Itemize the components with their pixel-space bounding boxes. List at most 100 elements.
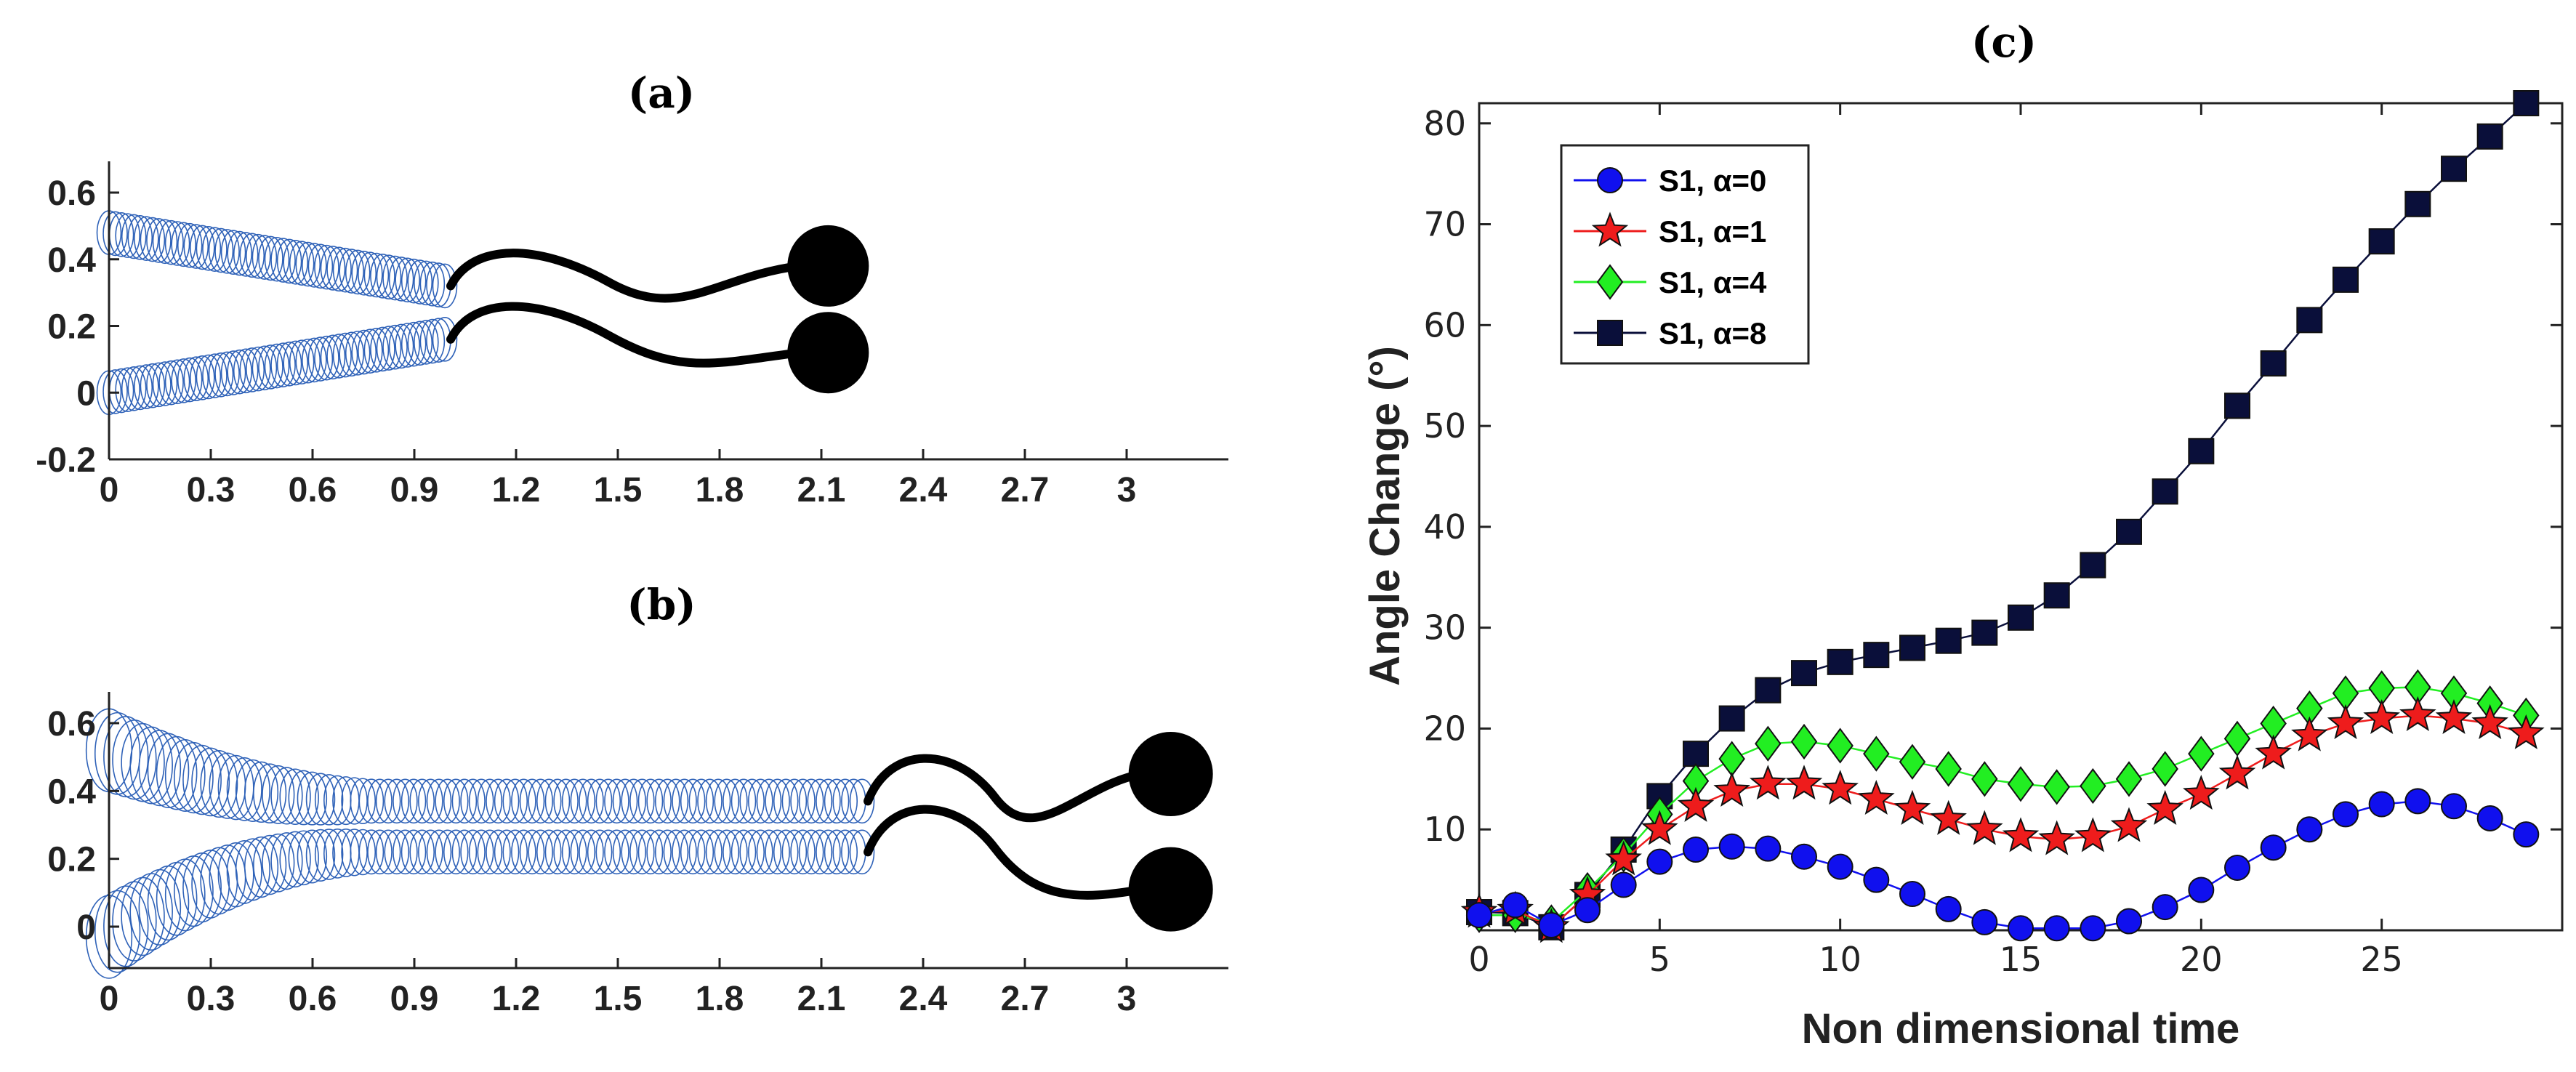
panel-b-title: (b): [627, 580, 696, 629]
panel-a-title: (a): [628, 68, 695, 118]
ring-marker: [401, 258, 427, 304]
data-point-circle: [2116, 908, 2142, 935]
panel-c-x-label: Non dimensional time: [1802, 1005, 2240, 1052]
data-point-square: [2008, 604, 2034, 631]
ring-marker: [140, 363, 166, 408]
ring-marker: [183, 356, 209, 402]
ring-marker: [214, 351, 240, 397]
panel-a-x-ticks: 0 0.3 0.6 0.9 1.2 1.5 1.8 2.1 2.4 2.7 3: [100, 449, 1136, 509]
data-point-diamond: [1935, 751, 1962, 787]
swimmer-head: [1128, 847, 1213, 932]
data-point-circle: [1683, 836, 1709, 863]
ring-marker: [553, 778, 579, 824]
ring-marker: [748, 778, 773, 824]
ring-marker: [494, 778, 520, 824]
data-point-square: [2152, 478, 2178, 505]
ring-marker: [663, 778, 689, 824]
y-tick-label: 0.6: [47, 174, 96, 213]
ring-marker: [680, 829, 706, 875]
ring-marker: [314, 774, 344, 826]
data-point-star: [1822, 770, 1859, 805]
ring-marker: [375, 778, 401, 824]
data-point-diamond: [2223, 720, 2251, 757]
ring-marker: [146, 362, 172, 408]
ring-marker: [288, 830, 319, 886]
data-point-circle: [2404, 788, 2431, 815]
data-point-square: [1718, 705, 1745, 732]
ring-marker: [587, 829, 613, 875]
ring-marker: [363, 328, 390, 373]
data-point-star: [1858, 780, 1895, 815]
ring-marker: [258, 344, 283, 390]
ring-marker: [239, 347, 265, 392]
ring-marker: [663, 829, 689, 875]
ring-marker: [140, 217, 166, 262]
data-point-star: [2038, 820, 2075, 855]
data-point-circle: [2008, 915, 2034, 942]
ring-marker: [654, 829, 680, 875]
ring-marker: [528, 778, 553, 824]
ring-marker: [561, 778, 587, 824]
data-point-square: [1683, 741, 1709, 767]
ring-marker: [152, 361, 178, 406]
data-point-diamond: [1899, 743, 1926, 780]
ring-marker: [270, 767, 303, 825]
y-tick-label: 10: [1423, 810, 1466, 849]
ring-marker: [164, 738, 206, 812]
ring-marker: [511, 829, 536, 875]
ring-marker: [748, 829, 773, 875]
data-point-circle: [2224, 854, 2250, 881]
ring-marker: [233, 348, 259, 394]
ring-marker: [196, 225, 222, 271]
y-tick-label: 0.2: [47, 841, 96, 879]
ring-marker: [468, 829, 494, 875]
ring-marker: [367, 778, 393, 824]
data-point-square: [2188, 438, 2215, 464]
ring-marker: [297, 829, 328, 884]
ring-marker: [251, 235, 278, 280]
ring-marker: [460, 778, 486, 824]
ring-marker: [765, 778, 790, 824]
ring-marker: [739, 778, 765, 824]
ring-marker: [182, 744, 222, 815]
ring-marker: [407, 259, 433, 305]
legend-label: S1, α=1: [1659, 214, 1766, 249]
ring-marker: [307, 243, 334, 289]
ring-marker: [654, 778, 680, 824]
ring-marker: [246, 233, 271, 279]
data-point-circle: [1718, 833, 1745, 860]
ring-marker: [388, 323, 414, 369]
ring-marker: [395, 257, 420, 303]
ring-marker: [115, 213, 140, 258]
legend-label: S1, α=8: [1659, 316, 1766, 350]
ring-marker: [350, 829, 377, 876]
x-tick-label: 0: [1468, 940, 1489, 979]
x-tick-label: 2.7: [1001, 980, 1050, 1018]
ring-marker: [798, 778, 824, 824]
data-point-star: [2074, 817, 2112, 853]
ring-marker: [202, 227, 228, 272]
ring-marker: [544, 778, 571, 824]
data-point-circle: [1538, 912, 1565, 939]
data-point-square: [1863, 642, 1890, 669]
ring-marker: [587, 778, 613, 824]
ring-marker: [612, 778, 638, 824]
ring-marker: [358, 778, 385, 824]
ring-marker: [426, 829, 452, 875]
ring-marker: [190, 355, 215, 400]
ring-marker: [220, 230, 246, 275]
ring-marker: [384, 829, 410, 875]
panel-a-y-ticks: 0.6 0.4 0.2 0 -0.2: [36, 174, 119, 480]
ring-marker: [370, 254, 395, 299]
ring-marker: [283, 340, 308, 386]
ring-marker: [401, 321, 427, 367]
data-point-square: [2368, 228, 2395, 255]
data-point-circle: [1502, 892, 1529, 919]
ring-marker: [414, 320, 439, 365]
data-point-star: [2002, 817, 2040, 853]
ring-marker: [393, 778, 418, 824]
swimmer-tail: [446, 249, 804, 303]
ring-marker: [214, 229, 240, 274]
ring-marker: [314, 335, 339, 381]
